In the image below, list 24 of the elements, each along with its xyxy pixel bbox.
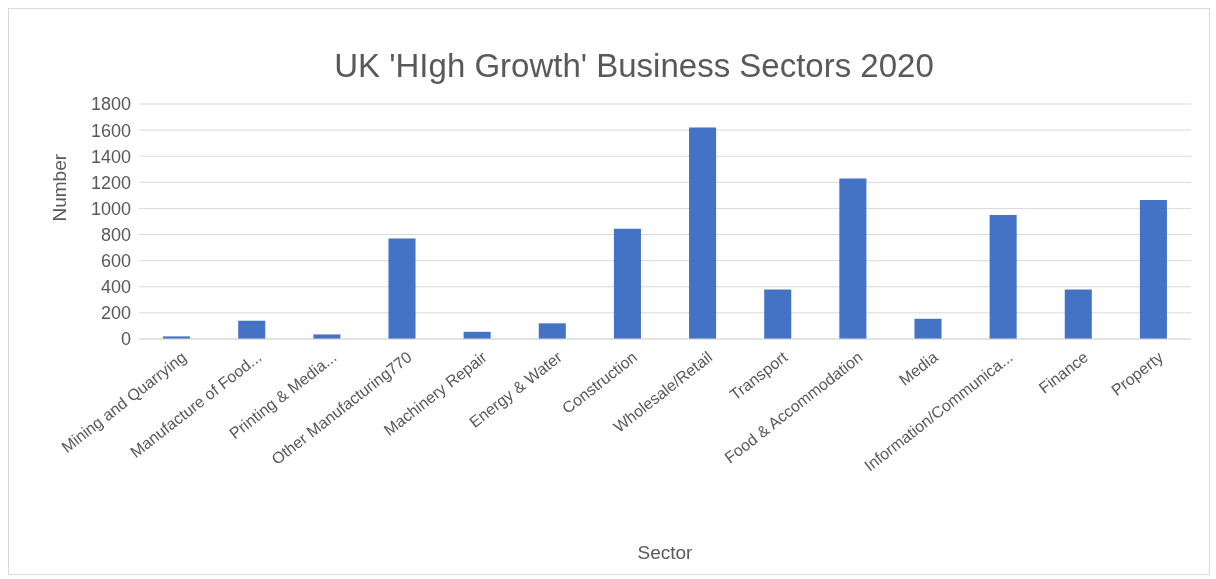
y-axis-title: Number (48, 153, 70, 222)
y-tick-label: 1000 (90, 198, 131, 219)
x-axis-title: Sector (637, 542, 694, 563)
bar (388, 238, 416, 339)
bar (839, 178, 867, 339)
bar (1064, 289, 1092, 339)
bar (538, 323, 566, 339)
bar (613, 228, 641, 339)
y-tick-label: 0 (120, 329, 131, 350)
bar (989, 214, 1017, 339)
y-tick-label: 1800 (90, 94, 131, 115)
bar (764, 289, 792, 339)
y-tick-label: 1400 (90, 146, 131, 167)
y-tick-label: 800 (100, 224, 131, 245)
bar (689, 127, 717, 339)
bar (1139, 199, 1167, 339)
y-tick-label: 200 (100, 303, 131, 324)
y-tick-label: 400 (100, 277, 131, 298)
chart-title: UK 'HIgh Growth' Business Sectors 2020 (333, 47, 935, 85)
y-tick-label: 1200 (90, 172, 131, 193)
bar (238, 320, 266, 339)
bar (914, 318, 942, 339)
y-tick-label: 600 (100, 251, 131, 272)
y-tick-label: 1600 (90, 120, 131, 141)
